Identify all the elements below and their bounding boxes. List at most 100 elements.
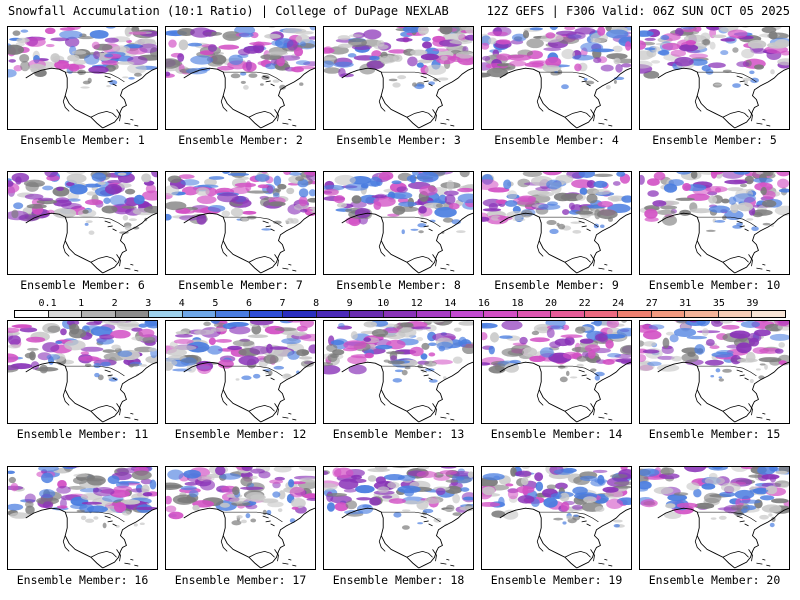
gulf-coast: [406, 110, 433, 118]
coastline: [499, 212, 631, 274]
gulf-coast: [722, 255, 749, 263]
caribbean-island: [766, 124, 771, 127]
caribbean-island: [604, 412, 608, 415]
snowfall-field: [8, 27, 157, 89]
snowfall-field: [166, 321, 315, 381]
florida-coast: [274, 254, 279, 267]
great-lakes: [736, 75, 749, 87]
caribbean-island: [134, 124, 139, 127]
snowfall-map: [640, 27, 789, 129]
caribbean-island: [124, 416, 131, 419]
coastline: [183, 507, 315, 569]
title-right: 12Z GEFS | F306 Valid: 06Z SUN OCT 05 20…: [486, 4, 790, 18]
gulf-coast: [722, 110, 749, 118]
map-panel-19: [481, 466, 632, 570]
baja-coast: [220, 535, 228, 552]
ensemble-member-label: Ensemble Member: 4: [494, 133, 619, 147]
map-panel-15: [639, 320, 790, 424]
great-lakes: [262, 220, 275, 232]
great-lakes: [420, 515, 433, 527]
caribbean-island: [440, 267, 447, 270]
snowfall-field: [324, 467, 473, 530]
florida-coast: [590, 549, 595, 562]
colorbar-tick-label: 2: [111, 298, 118, 309]
map-panel-17: [165, 466, 316, 570]
caribbean-island: [124, 122, 131, 125]
snowfall-map: [482, 321, 631, 423]
caribbean-island: [598, 267, 605, 270]
snowfall-field: [482, 321, 631, 383]
caribbean-island: [604, 118, 608, 121]
caribbean-island: [762, 558, 766, 561]
great-lakes: [104, 220, 117, 232]
gulf-coast: [722, 404, 749, 412]
florida-coast: [748, 109, 753, 122]
great-lakes: [578, 220, 591, 232]
gulf-coast: [90, 404, 117, 412]
colorbar-cell: [417, 311, 451, 317]
baja-coast: [694, 240, 702, 257]
ensemble-member-label: Ensemble Member: 7: [178, 278, 303, 292]
colorbar-tick-label: 3: [145, 298, 152, 309]
colorbar-cell: [115, 311, 150, 317]
snowfall-map: [8, 27, 157, 129]
colorbar-tick-label: 7: [279, 298, 286, 309]
map-panel-8: [323, 171, 474, 275]
us-canada-border: [539, 216, 599, 228]
caribbean-island: [292, 564, 297, 567]
snowfall-field: [324, 27, 473, 90]
florida-coast: [748, 549, 753, 562]
colorbar-cell: [249, 311, 284, 317]
snowfall-field: [640, 172, 789, 232]
florida-coast: [432, 403, 437, 416]
caribbean-island: [130, 263, 134, 266]
baja-coast: [62, 389, 70, 406]
baja-coast: [694, 535, 702, 552]
baja-coast: [536, 389, 544, 406]
caribbean-island: [766, 418, 771, 421]
ensemble-member-label: Ensemble Member: 8: [336, 278, 461, 292]
caribbean-island: [282, 416, 289, 419]
coastline: [341, 361, 473, 423]
us-canada-border: [223, 365, 283, 377]
colorbar-cell: [350, 311, 384, 317]
baja-coast: [536, 535, 544, 552]
map-panel-9: [481, 171, 632, 275]
caribbean-island: [766, 564, 771, 567]
ensemble-member-label: Ensemble Member: 12: [174, 427, 307, 441]
us-canada-border: [223, 216, 283, 228]
colorbar-tick-label: 35: [712, 298, 725, 309]
caribbean-island: [130, 118, 134, 121]
coastline: [341, 507, 473, 569]
great-lakes: [262, 75, 275, 87]
us-canada-border: [65, 511, 125, 523]
colorbar-tick-label: 1: [78, 298, 85, 309]
colorbar-cell: [484, 311, 518, 317]
ensemble-member-label: Ensemble Member: 11: [16, 427, 149, 441]
great-lakes: [420, 369, 433, 381]
ensemble-member-label: Ensemble Member: 13: [332, 427, 465, 441]
great-lakes: [104, 515, 117, 527]
us-canada-border: [223, 511, 283, 523]
florida-coast: [590, 254, 595, 267]
caribbean-island: [282, 267, 289, 270]
ensemble-member-label: Ensemble Member: 3: [336, 133, 461, 147]
caribbean-island: [598, 416, 605, 419]
title-left: Snowfall Accumulation (10:1 Ratio) | Col…: [8, 4, 449, 18]
gulf-coast: [564, 255, 591, 263]
colorbar-cell: [149, 311, 183, 317]
caribbean-island: [292, 418, 297, 421]
snowfall-field: [640, 27, 789, 88]
colorbar-cell: [216, 311, 250, 317]
colorbar-tick-label: 14: [444, 298, 457, 309]
gulf-coast: [406, 404, 433, 412]
baja-coast: [62, 95, 70, 112]
map-panel-4: [481, 26, 632, 130]
gulf-coast: [564, 550, 591, 558]
baja-coast: [220, 240, 228, 257]
caribbean-island: [130, 558, 134, 561]
caribbean-island: [134, 564, 139, 567]
colorbar-cell: [685, 311, 719, 317]
baja-coast: [694, 95, 702, 112]
snowfall-map: [482, 172, 631, 274]
